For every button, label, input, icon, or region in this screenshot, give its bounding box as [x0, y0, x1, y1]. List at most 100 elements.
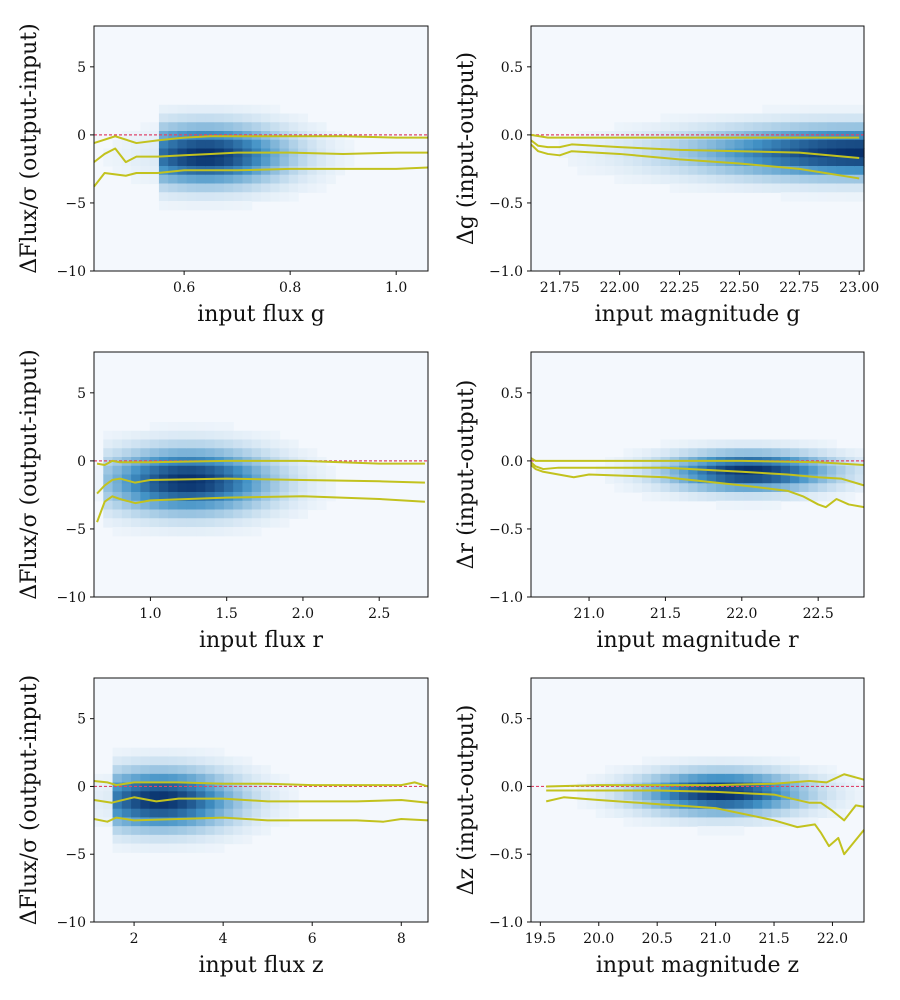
heatmap-cell: [827, 492, 837, 502]
heatmap-cell: [298, 139, 308, 150]
heatmap-cell: [817, 791, 828, 801]
heatmap-cell: [586, 166, 597, 176]
heatmap-cell: [790, 439, 800, 449]
heatmap-cell: [205, 773, 216, 784]
heatmap-cell: [697, 756, 708, 766]
heatmap-cell: [660, 465, 671, 476]
heatmap-cell: [697, 183, 708, 193]
heatmap-cell: [316, 157, 327, 167]
heatmap-cell: [651, 808, 662, 819]
heatmap-cell: [836, 174, 847, 185]
heatmap-cell: [771, 492, 782, 502]
heatmap-cell: [762, 174, 773, 185]
series-line-upper: [93, 780, 429, 788]
heatmap-cell: [808, 439, 819, 449]
heatmap-cell: [577, 782, 588, 792]
heatmap-cell: [279, 439, 290, 449]
heatmap-cell: [632, 765, 643, 775]
heatmap-cell: [771, 166, 782, 176]
heatmap-cell: [679, 183, 689, 193]
heatmap-cell: [214, 773, 225, 784]
heatmap-cell: [149, 174, 160, 185]
y-tick-label: 5: [77, 60, 86, 76]
heatmap-cell: [214, 430, 225, 441]
heatmap-cell: [177, 122, 188, 132]
heatmap-cell: [743, 439, 754, 449]
y-tick-label: 0.5: [501, 60, 523, 76]
heatmap-cell: [780, 773, 791, 784]
x-tick-label: 20.5: [642, 931, 673, 947]
heatmap-cell: [799, 765, 810, 775]
heatmap-cell: [762, 113, 773, 123]
heatmap-cell: [140, 492, 151, 502]
heatmap-cell: [734, 500, 745, 511]
heatmap-cell: [112, 500, 123, 511]
heatmap-cell: [679, 756, 689, 766]
heatmap-cell: [632, 800, 643, 810]
heatmap-cell: [734, 782, 745, 792]
heatmap-cell: [808, 104, 819, 115]
heatmap-cell: [734, 183, 745, 193]
heatmap-cell: [186, 808, 197, 819]
heatmap-cell: [743, 500, 754, 511]
heatmap-cell: [288, 782, 299, 792]
heatmap-cell: [642, 474, 652, 484]
series-line-lower: [96, 495, 426, 523]
heatmap-cell: [307, 157, 318, 167]
heatmap-cell: [168, 131, 179, 141]
heatmap-cell: [140, 448, 151, 458]
heatmap-cell: [642, 122, 652, 132]
heatmap-cell: [817, 174, 828, 185]
heatmap-cell: [186, 817, 197, 827]
heatmap-cell: [614, 139, 625, 150]
heatmap-cell: [771, 808, 782, 819]
heatmap-cell: [623, 817, 634, 827]
heatmap-cell: [734, 139, 745, 150]
heatmap-cell: [242, 465, 253, 476]
heatmap-cell: [706, 148, 717, 158]
heatmap-cell: [112, 527, 123, 537]
heatmap-cell: [149, 483, 160, 493]
heatmap-cell: [586, 131, 597, 141]
heatmap-cell: [131, 765, 141, 775]
heatmap-cell: [753, 131, 763, 141]
heatmap-cell: [242, 113, 253, 123]
heatmap-cell: [790, 791, 800, 801]
heatmap-cell: [223, 422, 234, 432]
heatmap-cell: [158, 157, 169, 167]
heatmap-cell: [669, 492, 680, 502]
heatmap-cell: [632, 174, 643, 185]
heatmap-cell: [716, 773, 726, 784]
panel-6: 19.5 20.0 20.5 21.0 21.5 22.0 0.5 0.0 −0.5 −1.0 in…: [454, 677, 865, 978]
heatmap-cell: [771, 782, 782, 792]
panel-5: 2 4 6 8 5 0 −5 −10 input flux z ΔFlux/σ (output-i…: [17, 675, 429, 978]
heatmap-cell: [845, 782, 856, 792]
heatmap-cell: [642, 157, 652, 167]
heatmap-cell: [121, 800, 132, 810]
heatmap-cell: [131, 834, 141, 845]
heatmap-cell: [223, 791, 234, 801]
heatmap-cell: [205, 201, 216, 211]
heatmap-cell: [642, 148, 652, 158]
heatmap-cell: [762, 800, 773, 810]
heatmap-cell: [94, 817, 104, 827]
heatmap-cell: [836, 808, 847, 819]
x-axis-label: input flux r: [199, 628, 324, 653]
heatmap-cell: [214, 791, 225, 801]
heatmap-cell: [140, 782, 151, 792]
heatmap-cell: [158, 422, 169, 432]
heatmap-cell: [854, 483, 865, 493]
heatmap-cell: [632, 474, 643, 484]
heatmap-cell: [103, 782, 114, 792]
heatmap-cell: [186, 183, 197, 193]
x-tick-label: 2: [130, 931, 139, 947]
heatmap-cell: [214, 448, 225, 458]
heatmap-cell: [121, 509, 132, 519]
heatmap-cell: [242, 201, 253, 211]
heatmap-cell: [679, 765, 689, 775]
heatmap-cell: [261, 509, 271, 519]
heatmap-cell: [158, 492, 169, 502]
heatmap-cell: [214, 113, 225, 123]
heatmap-cell: [577, 157, 588, 167]
heatmap-cell: [251, 430, 262, 441]
